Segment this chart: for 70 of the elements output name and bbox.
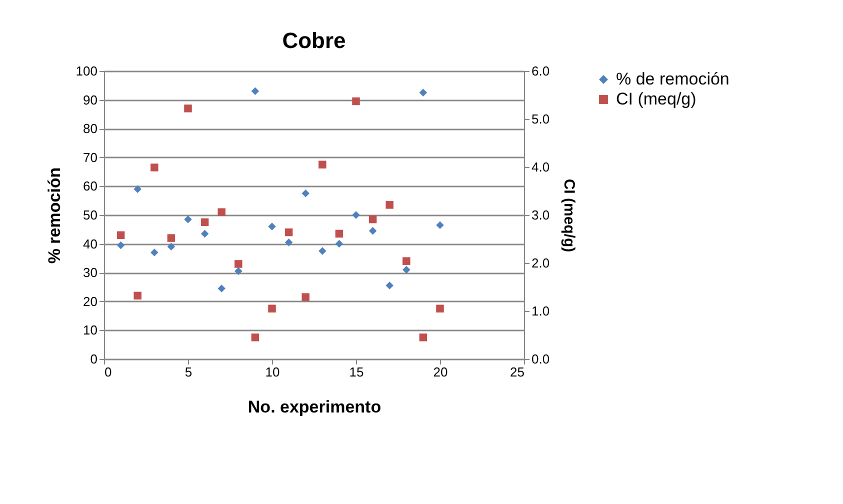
point — [116, 241, 125, 250]
point — [318, 160, 326, 168]
y2-tick-label: 4.0 — [532, 160, 550, 174]
point — [150, 248, 158, 256]
point — [284, 238, 293, 246]
point — [302, 293, 310, 301]
y-tick-label: 50 — [83, 208, 98, 222]
point — [352, 211, 360, 219]
point — [386, 282, 394, 290]
y2-axis-title: CI (meq/g) — [560, 178, 578, 252]
x-tick-label: 15 — [349, 364, 364, 380]
point — [268, 222, 276, 230]
point — [134, 185, 142, 193]
y-tick-label: 10 — [83, 322, 98, 338]
y2-tick-label: 3.0 — [532, 208, 550, 222]
point — [284, 228, 293, 236]
point — [116, 231, 125, 240]
point — [167, 234, 176, 242]
point — [234, 267, 242, 276]
y2-tick-label: 6.0 — [532, 64, 550, 78]
point — [402, 257, 410, 265]
point — [335, 230, 344, 238]
point — [368, 215, 377, 224]
point — [335, 240, 344, 248]
y2-tick-label: 2.0 — [532, 256, 550, 270]
point — [150, 164, 158, 172]
legend-label: % de remoción — [616, 70, 730, 88]
point — [167, 242, 176, 251]
y-tick-label: 20 — [83, 294, 98, 309]
y-tick-label: 90 — [83, 92, 98, 108]
point — [218, 208, 226, 216]
y2-tick-label: 5.0 — [532, 112, 550, 126]
x-tick-label: 5 — [184, 364, 192, 380]
y-tick-label: 100 — [76, 64, 98, 78]
point — [134, 292, 142, 300]
point — [419, 334, 428, 342]
x-tick-label: 20 — [433, 364, 448, 380]
point — [419, 88, 428, 96]
point — [200, 218, 209, 226]
y-tick-label: 70 — [83, 150, 98, 165]
point — [402, 266, 410, 274]
point — [234, 260, 242, 268]
point — [200, 230, 209, 238]
point — [184, 104, 192, 112]
point — [268, 304, 276, 312]
y-tick-label: 40 — [83, 236, 98, 252]
legend-label: CI (meq/g) — [616, 90, 696, 108]
y-tick-label: 0 — [90, 352, 98, 366]
point — [302, 190, 310, 198]
x-tick-label: 0 — [104, 364, 112, 380]
point — [184, 215, 192, 224]
point — [368, 226, 377, 235]
point — [318, 247, 326, 255]
x-axis-title: No. experimento — [248, 398, 382, 416]
y-tick-label: 30 — [83, 265, 98, 280]
point — [251, 334, 260, 342]
x-tick-label: 10 — [265, 364, 280, 380]
chart-title: Cobre — [282, 28, 346, 53]
point — [436, 221, 444, 229]
y2-tick-label: 1.0 — [532, 304, 550, 318]
y-axis-title: % remoción — [44, 167, 64, 264]
y-tick-label: 80 — [83, 121, 98, 136]
point — [386, 201, 394, 209]
x-tick-label: 25 — [510, 364, 524, 380]
point — [352, 97, 360, 106]
y2-tick-label: 0.0 — [532, 352, 550, 366]
point — [251, 87, 260, 96]
point — [218, 284, 226, 292]
point — [436, 304, 444, 312]
y-tick-label: 60 — [83, 178, 98, 194]
